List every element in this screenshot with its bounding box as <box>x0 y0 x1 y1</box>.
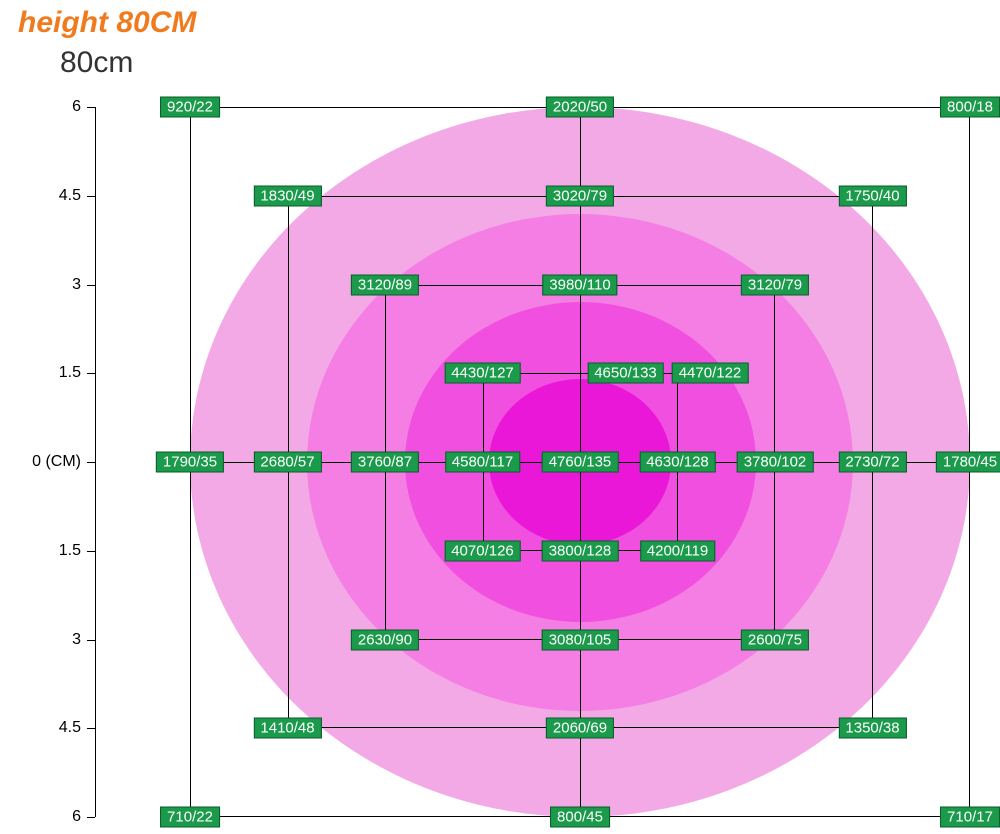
y-axis-label: 3 <box>72 276 81 294</box>
measurement-badge: 4630/128 <box>639 452 716 473</box>
measurement-badge: 3080/105 <box>542 629 619 650</box>
y-axis-tick <box>87 196 95 197</box>
measurement-badge: 4070/126 <box>444 540 521 561</box>
measurement-badge: 4760/135 <box>542 452 619 473</box>
measurement-badge: 4470/122 <box>672 363 749 384</box>
measurement-badge: 1830/49 <box>253 185 321 206</box>
measurement-badge: 2060/69 <box>546 718 614 739</box>
y-axis-label: 4.5 <box>59 187 81 205</box>
measurement-badge: 920/22 <box>160 97 220 118</box>
measurement-badge: 3020/79 <box>546 185 614 206</box>
y-axis-label: 3 <box>72 631 81 649</box>
ppfd-plot: 64.531.50 (CM)1.534.56920/222020/50800/1… <box>190 107 970 817</box>
measurement-badge: 800/45 <box>550 807 610 828</box>
y-axis-label: 4.5 <box>59 719 81 737</box>
measurement-badge: 4200/119 <box>640 540 715 561</box>
y-axis-tick <box>87 107 95 108</box>
measurement-badge: 4650/133 <box>587 363 664 384</box>
y-axis-label: 6 <box>72 808 81 826</box>
y-axis-tick <box>87 285 95 286</box>
y-axis-label: 0 (CM) <box>32 453 81 471</box>
measurement-badge: 2730/72 <box>838 452 906 473</box>
measurement-badge: 1790/35 <box>156 452 224 473</box>
measurement-badge: 3780/102 <box>737 452 814 473</box>
measurement-badge: 1410/48 <box>253 718 321 739</box>
measurement-badge: 1780/45 <box>936 452 1000 473</box>
measurement-badge: 1350/38 <box>838 718 906 739</box>
measurement-badge: 2630/90 <box>351 629 419 650</box>
measurement-badge: 3120/89 <box>351 274 419 295</box>
measurement-badge: 4580/117 <box>445 452 520 473</box>
measurement-badge: 2020/50 <box>546 97 614 118</box>
y-axis-label: 1.5 <box>59 542 81 560</box>
y-axis-tick <box>87 462 95 463</box>
y-axis-tick <box>87 551 95 552</box>
page-subtitle: 80cm <box>60 46 133 80</box>
measurement-badge: 710/17 <box>940 807 1000 828</box>
measurement-badge: 3800/128 <box>542 540 619 561</box>
page-title: height 80CM <box>18 6 196 40</box>
measurement-badge: 4430/127 <box>444 363 521 384</box>
measurement-badge: 3120/79 <box>741 274 809 295</box>
y-axis-label: 6 <box>72 98 81 116</box>
y-axis-tick <box>87 373 95 374</box>
measurement-badge: 1750/40 <box>838 185 906 206</box>
y-axis-tick <box>87 817 95 818</box>
measurement-badge: 2600/75 <box>741 629 809 650</box>
y-axis-tick <box>87 640 95 641</box>
y-axis-spine <box>95 107 96 817</box>
measurement-badge: 3760/87 <box>351 452 419 473</box>
measurement-badge: 2680/57 <box>253 452 321 473</box>
measurement-badge: 3980/110 <box>542 274 617 295</box>
y-axis-label: 1.5 <box>59 364 81 382</box>
y-axis-tick <box>87 728 95 729</box>
measurement-badge: 800/18 <box>940 97 1000 118</box>
measurement-badge: 710/22 <box>160 807 220 828</box>
